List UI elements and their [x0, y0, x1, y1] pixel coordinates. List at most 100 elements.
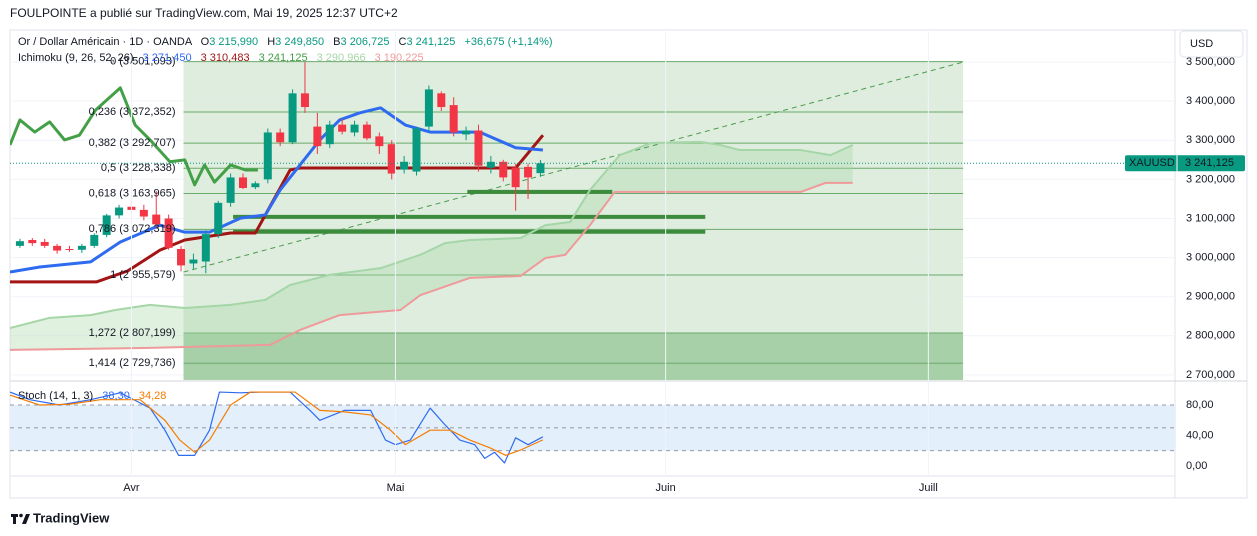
change: +36,675 (+1,14%) — [464, 36, 552, 48]
x-tick-label: Avr — [123, 482, 140, 494]
y-tick-label: 0,00 — [1186, 460, 1207, 472]
candle-body — [474, 130, 483, 166]
y-tick-label: 3 100,000 — [1186, 212, 1235, 224]
candle-body — [201, 234, 210, 262]
price-tag-symbol: XAUUSD — [1129, 157, 1175, 169]
value: 3 241,125 — [406, 36, 455, 48]
y-tick-label: 2 800,000 — [1186, 330, 1235, 342]
candle-body — [189, 259, 198, 264]
candle-body — [449, 105, 458, 133]
fib-label: 0,786 (3 072,319) — [89, 223, 176, 235]
candle-body — [251, 183, 260, 188]
value: 34,28 — [139, 390, 167, 402]
value: 3 310,483 — [201, 52, 250, 64]
y-tick-label: 2 700,000 — [1186, 369, 1235, 381]
y-tick-label: 2 900,000 — [1186, 291, 1235, 303]
value: 38,30 — [102, 390, 130, 402]
candle-body — [115, 207, 124, 216]
candle-body — [139, 209, 148, 217]
value: 3 290,966 — [317, 52, 366, 64]
x-tick-label: Juin — [656, 482, 676, 494]
candle-body — [300, 93, 309, 108]
key: B — [333, 36, 340, 48]
candle-body — [400, 161, 409, 170]
fib-label: 1 (2 955,579) — [110, 269, 175, 281]
y-tick-label: 3 200,000 — [1186, 173, 1235, 185]
y-tick-label: 40,00 — [1186, 429, 1214, 441]
candle-body — [511, 167, 520, 188]
currency[interactable]: USD — [1190, 38, 1213, 50]
candle-body — [214, 202, 223, 235]
brand: TradingView — [33, 510, 110, 525]
value: 3 206,725 — [341, 36, 390, 48]
fib-zone — [183, 332, 964, 364]
candle-body — [536, 163, 545, 174]
candle-body — [424, 89, 433, 127]
candle-body — [28, 240, 37, 244]
candle-body — [263, 132, 272, 180]
price-tag-label: 3 241,125 — [1185, 157, 1234, 169]
candle-body — [350, 124, 359, 133]
candle-body — [499, 161, 508, 178]
series-line — [10, 140, 854, 329]
symbol: Or / Dollar Américain · 1D · OANDA — [18, 36, 193, 48]
candle-body — [239, 177, 247, 188]
fib-label: 1,272 (2 807,199) — [89, 327, 176, 339]
y-tick-label: 3 000,000 — [1186, 252, 1235, 264]
fib-zone — [183, 168, 964, 194]
fib-label: 0,236 (3 372,352) — [89, 106, 176, 118]
key: H — [267, 36, 275, 48]
value: 3 249,850 — [275, 36, 324, 48]
candle-body — [164, 218, 173, 248]
value: 3 241,125 — [259, 52, 308, 64]
fib-zone — [183, 111, 964, 144]
series-line — [10, 106, 544, 274]
frame — [9, 29, 1248, 499]
plot: Avr Mai Juin Juill 2 700,000 2 800,000 2 900,0… — [10, 30, 1245, 494]
candle-body — [338, 124, 347, 132]
fib-label: 0,5 (3 228,338) — [101, 162, 176, 174]
value: 3 271,450 — [143, 52, 192, 64]
legend-ichimoku: Ichimoku (9, 26, 52, 26) 3 271,450 3 310… — [18, 52, 424, 64]
value: 3 190,225 — [375, 52, 424, 64]
main-pane — [10, 61, 1175, 380]
candle-body — [387, 144, 396, 174]
series-line — [10, 391, 544, 456]
candle-body — [15, 241, 24, 246]
fib-zone — [183, 61, 964, 112]
candle-body — [524, 166, 533, 178]
fib-zone — [183, 193, 964, 230]
candle-body — [177, 248, 186, 266]
y-tick-label: 3 400,000 — [1186, 95, 1235, 107]
currency-button[interactable] — [1179, 30, 1244, 58]
candle-body — [313, 126, 322, 147]
candle-body — [437, 93, 446, 108]
key: O — [201, 36, 210, 48]
series-line — [10, 86, 258, 187]
y-tick-label: 80,00 — [1186, 399, 1214, 411]
legend-stoch: Stoch (14, 1, 3) 38,30 34,28 — [18, 390, 166, 402]
series-line — [10, 134, 545, 284]
candle-body — [40, 241, 49, 246]
candle-body — [226, 177, 235, 203]
fib-zone — [183, 229, 964, 275]
indicator-name: Stoch (14, 1, 3) — [18, 390, 93, 402]
fib-label: 0,382 (3 292,707) — [89, 137, 176, 149]
stoch-pane — [10, 391, 1175, 464]
candle-body — [362, 124, 371, 139]
x-tick-label: Mai — [387, 482, 405, 494]
series-line — [10, 181, 853, 351]
fib-zone — [183, 363, 964, 380]
x-tick-label: Juill — [919, 482, 938, 494]
candle-body — [53, 245, 62, 251]
candle-body — [102, 215, 111, 235]
key: C — [399, 36, 407, 48]
price-tag — [1125, 155, 1245, 172]
publisher: FOULPOINTE a publié sur TradingView.com,… — [10, 6, 398, 20]
candle-body — [152, 214, 161, 225]
y-tick-label: 3 500,000 — [1186, 56, 1235, 68]
y-tick-label: 3 300,000 — [1186, 134, 1235, 146]
fib-label: 0,618 (3 163,965) — [89, 187, 176, 199]
candle-body — [65, 248, 74, 250]
